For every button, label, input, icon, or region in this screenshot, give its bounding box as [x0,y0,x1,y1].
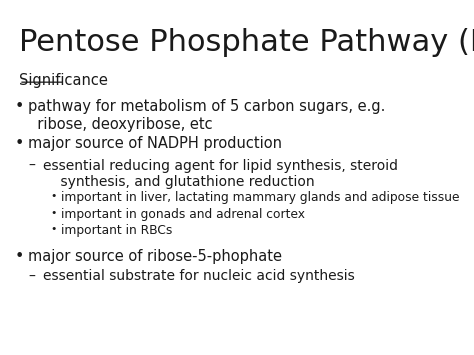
Text: essential substrate for nucleic acid synthesis: essential substrate for nucleic acid syn… [43,269,355,283]
Text: important in gonads and adrenal cortex: important in gonads and adrenal cortex [61,208,305,221]
Text: major source of NADPH production: major source of NADPH production [28,136,282,151]
Text: important in RBCs: important in RBCs [61,224,172,237]
Text: •: • [15,248,24,263]
Text: •: • [50,208,56,218]
Text: major source of ribose-5-phophate: major source of ribose-5-phophate [28,248,282,263]
Text: Significance: Significance [19,73,108,88]
Text: important in liver, lactating mammary glands and adipose tissue: important in liver, lactating mammary gl… [61,191,459,204]
Text: •: • [15,136,24,151]
Text: •: • [50,191,56,201]
Text: •: • [50,224,56,234]
Text: pathway for metabolism of 5 carbon sugars, e.g.
  ribose, deoxyribose, etc: pathway for metabolism of 5 carbon sugar… [28,99,385,132]
Text: •: • [15,99,24,115]
Text: essential reducing agent for lipid synthesis, steroid
    synthesis, and glutath: essential reducing agent for lipid synth… [43,159,398,189]
Text: Pentose Phosphate Pathway (PPP): Pentose Phosphate Pathway (PPP) [19,28,474,58]
Text: –: – [28,269,35,283]
Text: –: – [28,159,35,173]
